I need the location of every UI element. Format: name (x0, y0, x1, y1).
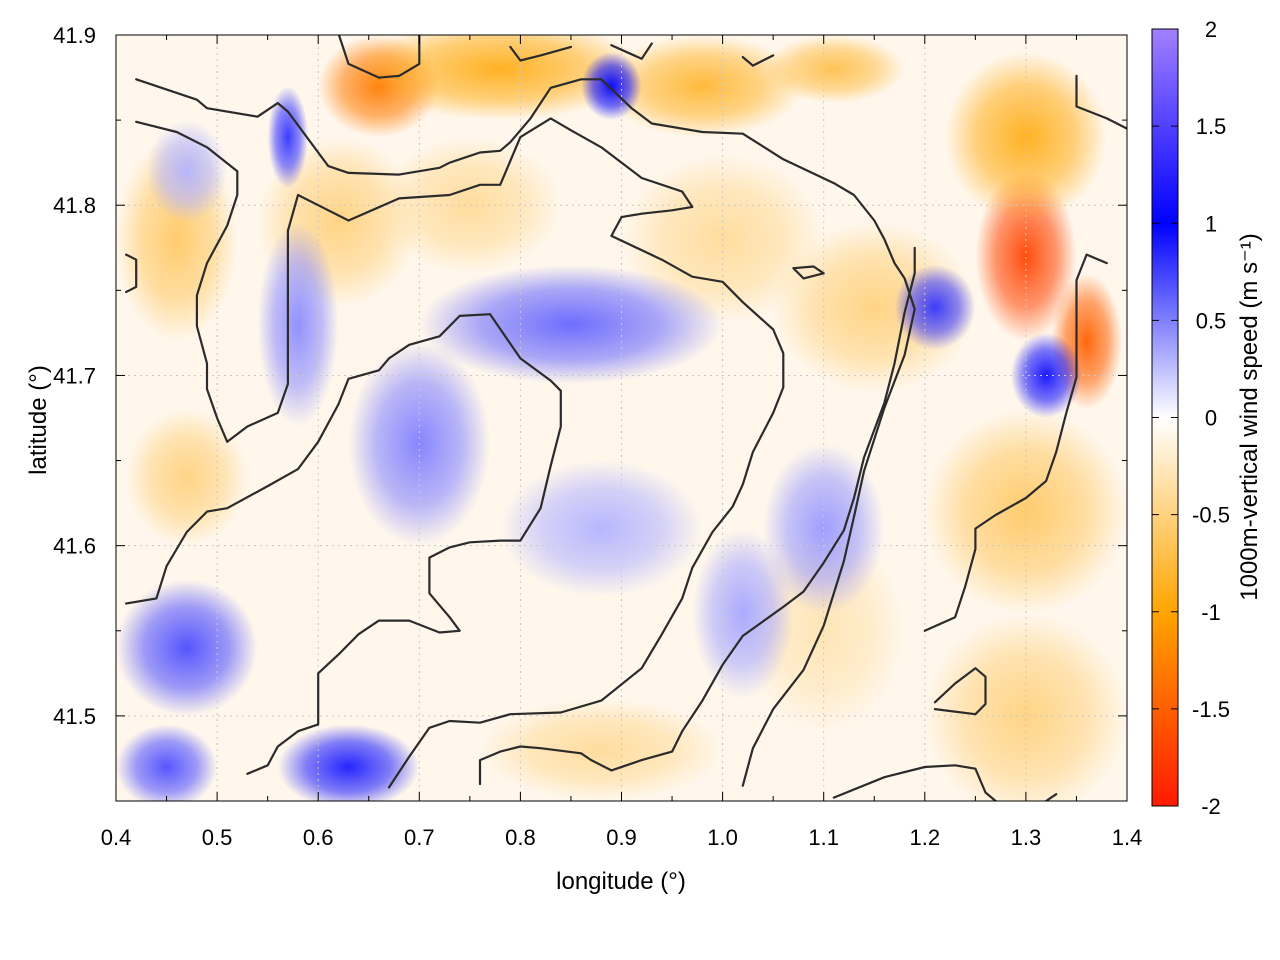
y-axis-ticks: 41.5 41.6 41.7 41.8 41.9 (53, 23, 1127, 802)
colorbar-title: 1000m-vertical wind speed (m s⁻¹) (1236, 233, 1263, 600)
field-blob (277, 724, 420, 801)
y-tick-label: 41.7 (53, 363, 96, 388)
colorbar-tick-label: -1.5 (1192, 697, 1230, 722)
x-tick-label: 0.4 (101, 825, 132, 850)
x-tick-label: 0.8 (505, 825, 536, 850)
y-axis-title: latitude (°) (25, 365, 52, 475)
contour-line (741, 54, 775, 67)
field-blob (358, 35, 642, 121)
x-axis-title: longitude (°) (556, 868, 686, 895)
contour-line (337, 35, 421, 79)
x-tick-label: 0.5 (202, 825, 233, 850)
x-tick-label: 1.0 (707, 825, 738, 850)
contour-line (1075, 74, 1127, 130)
x-tick-label: 0.7 (404, 825, 435, 850)
field-blob (146, 120, 228, 223)
field-blob (692, 528, 794, 699)
y-tick-label: 41.6 (53, 534, 96, 559)
colorbar: 2 1.5 1 0.5 0 -0.5 -1 -1.5 -2 1000m-vertical win… (1151, 17, 1263, 819)
x-tick-label: 1.3 (1011, 825, 1042, 850)
y-tick-label: 41.8 (53, 193, 96, 218)
field-blob (500, 460, 703, 597)
colorbar-tick-label: -2 (1201, 794, 1221, 819)
field-blob (894, 264, 976, 350)
x-axis-ticks: 0.4 0.5 0.6 0.7 0.8 0.9 1.0 1.1 1.2 1.3 1.4 (101, 35, 1143, 850)
x-tick-label: 1.2 (910, 825, 941, 850)
field-blob (267, 86, 309, 189)
wind-speed-field (116, 35, 1127, 801)
colorbar-tick-label: -0.5 (1192, 503, 1230, 528)
field-blob (924, 409, 1127, 614)
x-tick-label: 1.4 (1112, 825, 1143, 850)
contour-line (135, 117, 785, 789)
x-tick-label: 0.9 (606, 825, 637, 850)
field-blob (419, 264, 723, 384)
contour-line (832, 764, 997, 801)
x-tick-label: 1.1 (808, 825, 839, 850)
contour-line (509, 45, 573, 62)
field-blob (116, 724, 218, 801)
plot-area: 0.4 0.5 0.6 0.7 0.8 0.9 1.0 1.1 1.2 1.3 1.4 41.541… (53, 23, 1143, 850)
field-blob (116, 579, 258, 716)
field-blob (257, 222, 339, 427)
y-tick-label: 41.9 (53, 23, 96, 48)
contour-line (124, 313, 562, 775)
colorbar-tick-label: -1 (1201, 600, 1221, 625)
colorbar-tick-label: 1 (1205, 211, 1217, 236)
field-blob (126, 409, 248, 546)
field-blob (601, 35, 804, 138)
colorbar-tick-label: 0 (1205, 406, 1217, 431)
field-blob (924, 613, 1127, 801)
colorbar-tick-label: 2 (1205, 17, 1217, 42)
contour-line (1044, 793, 1058, 801)
contour-line (610, 42, 653, 60)
contours (124, 35, 1127, 801)
contour-line (124, 253, 138, 294)
x-tick-label: 0.6 (303, 825, 334, 850)
contour-line (792, 265, 825, 280)
field-blob (763, 35, 905, 104)
colorbar-tick-label: 0.5 (1196, 308, 1227, 333)
colorbar-ticks: 2 1.5 1 0.5 0 -0.5 -1 -1.5 -2 (1152, 17, 1230, 819)
contour-line (478, 246, 916, 786)
colorbar-tick-label: 1.5 (1196, 114, 1227, 139)
field-blob (479, 698, 723, 801)
contour-line (135, 78, 916, 787)
y-tick-label: 41.5 (53, 704, 96, 729)
field-blob (378, 137, 561, 274)
contour-line (933, 667, 987, 716)
contour-line (923, 253, 1108, 632)
